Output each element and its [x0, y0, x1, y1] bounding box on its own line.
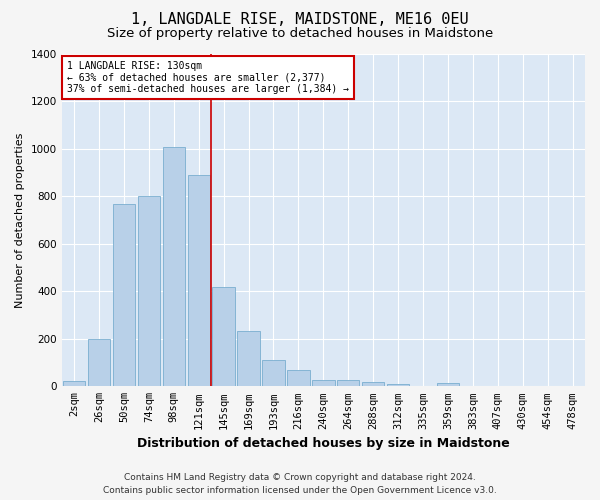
Bar	[337, 380, 359, 386]
Text: 1, LANGDALE RISE, MAIDSTONE, ME16 0EU: 1, LANGDALE RISE, MAIDSTONE, ME16 0EU	[131, 12, 469, 28]
Bar	[262, 360, 285, 386]
X-axis label: Distribution of detached houses by size in Maidstone: Distribution of detached houses by size …	[137, 437, 510, 450]
Text: Size of property relative to detached houses in Maidstone: Size of property relative to detached ho…	[107, 28, 493, 40]
Bar	[437, 384, 459, 386]
Bar	[312, 380, 335, 386]
Bar	[287, 370, 310, 386]
Bar	[163, 146, 185, 386]
Bar	[212, 286, 235, 386]
Bar	[63, 381, 85, 386]
Bar	[113, 204, 135, 386]
Y-axis label: Number of detached properties: Number of detached properties	[15, 132, 25, 308]
Bar	[238, 330, 260, 386]
Bar	[362, 382, 385, 386]
Bar	[88, 339, 110, 386]
Bar	[387, 384, 409, 386]
Bar	[137, 196, 160, 386]
Text: Contains HM Land Registry data © Crown copyright and database right 2024.
Contai: Contains HM Land Registry data © Crown c…	[103, 474, 497, 495]
Text: 1 LANGDALE RISE: 130sqm
← 63% of detached houses are smaller (2,377)
37% of semi: 1 LANGDALE RISE: 130sqm ← 63% of detache…	[67, 60, 349, 94]
Bar	[188, 175, 210, 386]
